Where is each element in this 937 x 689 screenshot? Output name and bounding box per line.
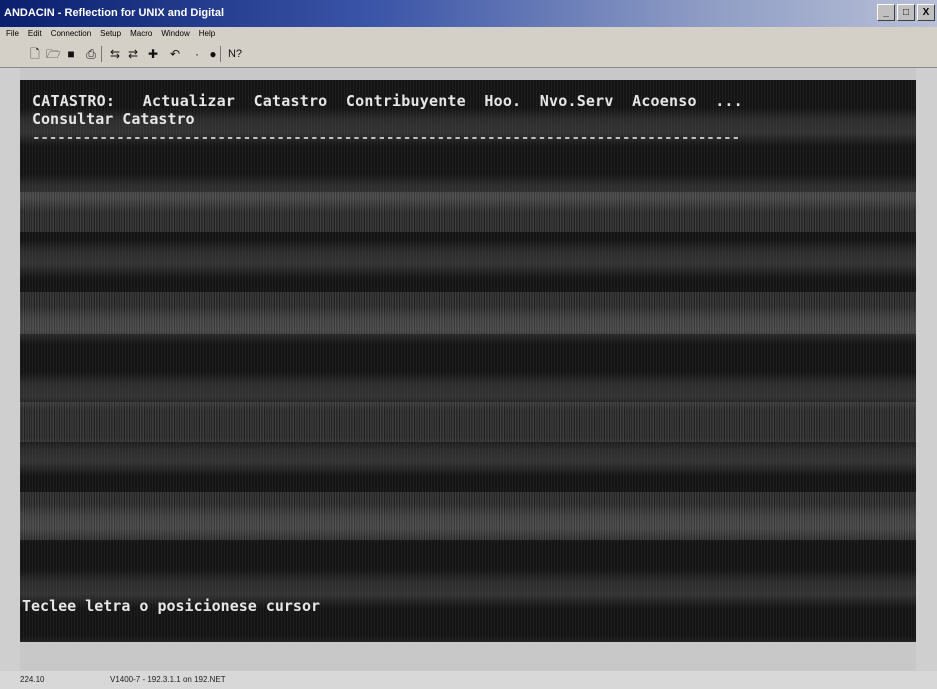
toolbar-separator [220,46,221,62]
play-icon[interactable]: ● [209,47,217,61]
menu-bar: File Edit Connection Setup Macro Window … [0,27,937,41]
terminal-prompt: Teclee letra o posicionese cursor [22,597,321,615]
menu-setup[interactable]: Setup [100,29,122,38]
record-icon[interactable]: · [195,47,199,61]
terminal-screen[interactable]: CATASTRO: Actualizar Catastro Contribuye… [20,80,916,642]
menu-help[interactable]: Help [198,29,216,38]
status-connection: V1400-7 - 192.3.1.1 on 192.NET [110,675,226,684]
status-bar: 224.10 V1400-7 - 192.3.1.1 on 192.NET [0,671,937,689]
terminal-menu-acoenso[interactable]: Acoenso [632,92,697,110]
vertical-scrollbar[interactable] [916,68,937,671]
new-icon[interactable]: 🗋 [30,47,40,61]
disconnect-icon[interactable]: ⇄ [127,47,139,61]
save-icon[interactable]: ■ [67,47,75,61]
terminal-menu-contribuyente[interactable]: Contribuyente [345,92,466,110]
print-icon[interactable]: ⎙ [86,47,96,61]
terminal-menu-catastro[interactable]: Catastro [253,92,328,110]
noise-band [20,192,916,232]
toolbar-separator [101,46,102,62]
maximize-button[interactable]: □ [897,4,915,21]
terminal-subtitle: Consultar Catastro [32,110,195,128]
menu-macro[interactable]: Macro [130,29,153,38]
terminal-menu-line: CATASTRO: Actualizar Catastro Contribuye… [32,92,743,110]
status-position: 224.10 [20,675,45,684]
terminal-menu-more[interactable]: ... [715,92,743,110]
menu-connection[interactable]: Connection [50,29,92,38]
noise-band [20,402,916,442]
title-bar: ANDACIN - Reflection for UNIX and Digita… [0,0,937,27]
terminal-label: CATASTRO: [32,92,116,110]
undo-icon[interactable]: ↶ [169,47,181,61]
window-title: ANDACIN - Reflection for UNIX and Digita… [4,7,225,19]
terminal-menu-nvo-serv[interactable]: Nvo.Serv [539,92,614,110]
menu-window[interactable]: Window [161,29,190,38]
window-controls: _ □ X [877,4,935,21]
open-icon[interactable]: 🗁 [46,47,61,61]
minimize-button[interactable]: _ [877,4,895,21]
send-icon[interactable]: ✚ [147,47,159,61]
terminal-separator: ----------------------------------------… [32,130,741,146]
help-icon[interactable]: N? [227,48,243,60]
menu-edit[interactable]: Edit [27,29,42,38]
left-frame [0,68,20,671]
noise-band [20,492,916,540]
toolbar: 🗋 🗁 ■ ⎙ ⇆ ⇄ ✚ ↶ · ● N? [0,41,937,68]
close-button[interactable]: X [917,4,935,21]
connect-icon[interactable]: ⇆ [109,47,121,61]
terminal-menu-actualizar[interactable]: Actualizar [142,92,236,110]
menu-file[interactable]: File [6,29,19,38]
noise-band [20,292,916,334]
terminal-menu-hoo[interactable]: Hoo. [484,92,522,110]
